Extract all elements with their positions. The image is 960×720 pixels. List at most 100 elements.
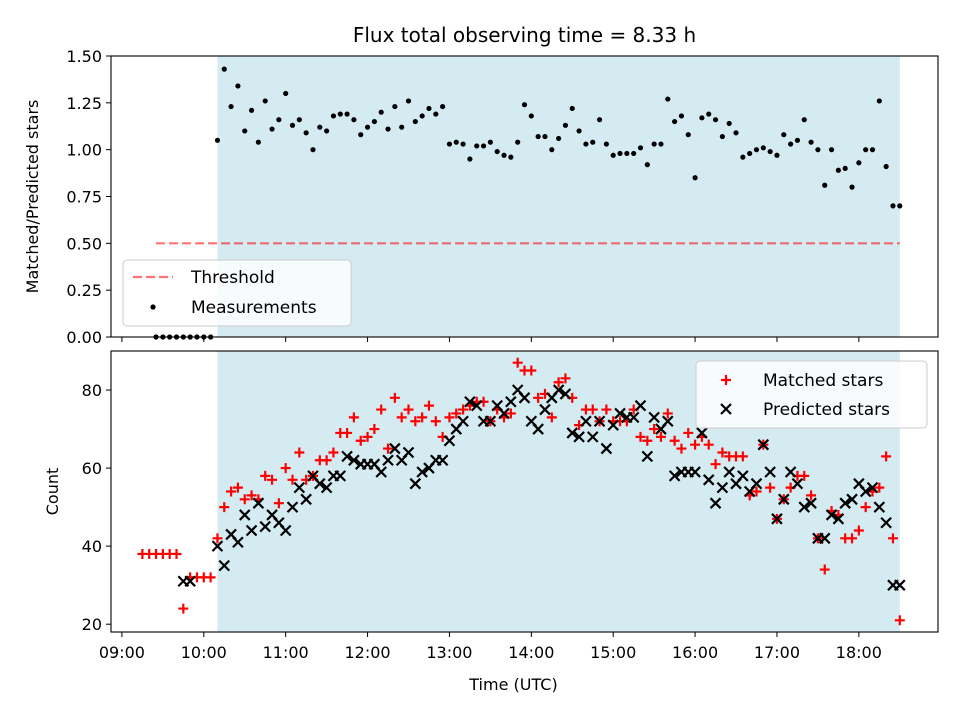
measurement-point (214, 137, 221, 143)
y-tick-label: 1.50 (66, 47, 102, 66)
measurement-point (480, 143, 487, 149)
measurement-point (753, 147, 760, 153)
predicted-star-point (880, 516, 892, 529)
predicted-star-point (723, 466, 735, 478)
predicted-star-point (771, 513, 783, 525)
matched-star-point (239, 494, 250, 505)
measurement-point (869, 147, 876, 153)
matched-star-point (423, 400, 434, 411)
measurement-point (487, 139, 493, 145)
matched-star-point (765, 482, 776, 493)
measurement-point (324, 128, 330, 134)
predicted-star-point (778, 493, 790, 506)
measurement-point (385, 126, 391, 132)
y-axis-label: Count (43, 468, 62, 516)
legend-matched-swatch (721, 375, 731, 385)
measurement-point (508, 154, 514, 160)
y-tick-label: 0.00 (66, 328, 102, 347)
predicted-star-point (580, 415, 592, 428)
predicted-star-point (484, 415, 497, 428)
matched-star-point (526, 365, 537, 376)
measurement-point (740, 154, 746, 160)
measurement-point (596, 117, 603, 123)
measurement-point (542, 133, 548, 140)
measurement-point (296, 117, 302, 123)
matched-star-point (396, 412, 407, 423)
matched-star-point (417, 412, 428, 423)
y-tick-label: 0.75 (66, 188, 102, 207)
predicted-star-point (832, 513, 845, 525)
count-panel: 20 40 60 80 09:00 10:00 11:00 12:00 13:00 14:00 15… (43, 350, 939, 694)
measurement-point (576, 128, 582, 134)
predicted-star-point (716, 481, 729, 494)
measurement-point (392, 103, 398, 110)
measurement-point (351, 117, 357, 123)
measurement-point (303, 130, 309, 136)
matched-star-point (881, 451, 892, 462)
predicted-star-point (757, 438, 770, 451)
measurement-point (535, 133, 541, 140)
matched-star-point (246, 490, 257, 501)
predicted-star-point (252, 497, 265, 509)
matched-star-point (328, 447, 339, 458)
x-tick-label: 14:00 (508, 643, 554, 662)
predicted-star-point (634, 399, 647, 412)
y-tick-label: 60 (82, 459, 102, 478)
predicted-star-point (341, 450, 353, 463)
predicted-star-point (600, 442, 613, 455)
matched-star-point (376, 404, 387, 415)
measurement-point (876, 98, 882, 104)
predicted-star-point (866, 481, 879, 494)
measurement-point (242, 128, 248, 134)
matched-star-point (847, 533, 858, 544)
measurement-point (330, 113, 337, 119)
measurement-point (883, 163, 889, 170)
measurement-point (631, 150, 637, 157)
predicted-star-point (573, 431, 585, 443)
measurement-point (781, 132, 787, 138)
ratio-panel: 0.00 0.25 0.50 0.75 1.00 1.25 1.50 Matched/Pred… (23, 47, 939, 347)
measurement-point (583, 141, 589, 147)
matched-star-point (546, 412, 557, 423)
predicted-star-point (818, 532, 831, 545)
matched-star-point (178, 603, 189, 614)
matched-star-point (458, 404, 469, 415)
matched-star-point (874, 482, 885, 493)
predicted-star-point (750, 477, 763, 490)
y-tick-label: 0.50 (66, 234, 102, 253)
predicted-star-point (702, 474, 715, 486)
measurement-point (412, 118, 418, 125)
predicted-star-point (839, 497, 851, 509)
measurement-point (603, 141, 609, 147)
matched-star-point (751, 486, 762, 497)
predicted-star-point (470, 399, 483, 412)
plot-frame (110, 350, 939, 633)
measurement-point (453, 139, 459, 145)
measurement-point (808, 139, 814, 145)
matched-star-point (560, 373, 571, 384)
y-tick-label: 1.25 (66, 94, 102, 113)
measurement-point (760, 145, 766, 151)
x-tick-label: 09:00 (99, 643, 145, 662)
x-tick-label: 17:00 (754, 643, 800, 662)
measurement-point (706, 111, 712, 117)
measurement-point (358, 132, 364, 138)
measurement-point (433, 111, 439, 117)
matched-star-point (355, 435, 366, 446)
measurement-point (569, 105, 575, 112)
x-tick-label: 15:00 (590, 643, 636, 662)
matched-star-point (267, 474, 278, 485)
measurement-point (712, 117, 719, 123)
matched-star-point (649, 424, 660, 435)
y-tick-label: 1.00 (66, 141, 102, 160)
measurement-point (371, 118, 377, 125)
measurement-point (474, 143, 480, 149)
predicted-star-point (627, 411, 640, 424)
predicted-star-point (873, 501, 886, 513)
measurement-point (426, 105, 432, 112)
legend-threshold-label: Threshold (190, 268, 275, 288)
predicted-star-point (614, 407, 626, 420)
measurement-point (637, 145, 644, 151)
matched-star-point (737, 451, 748, 462)
measurement-point (276, 117, 282, 123)
